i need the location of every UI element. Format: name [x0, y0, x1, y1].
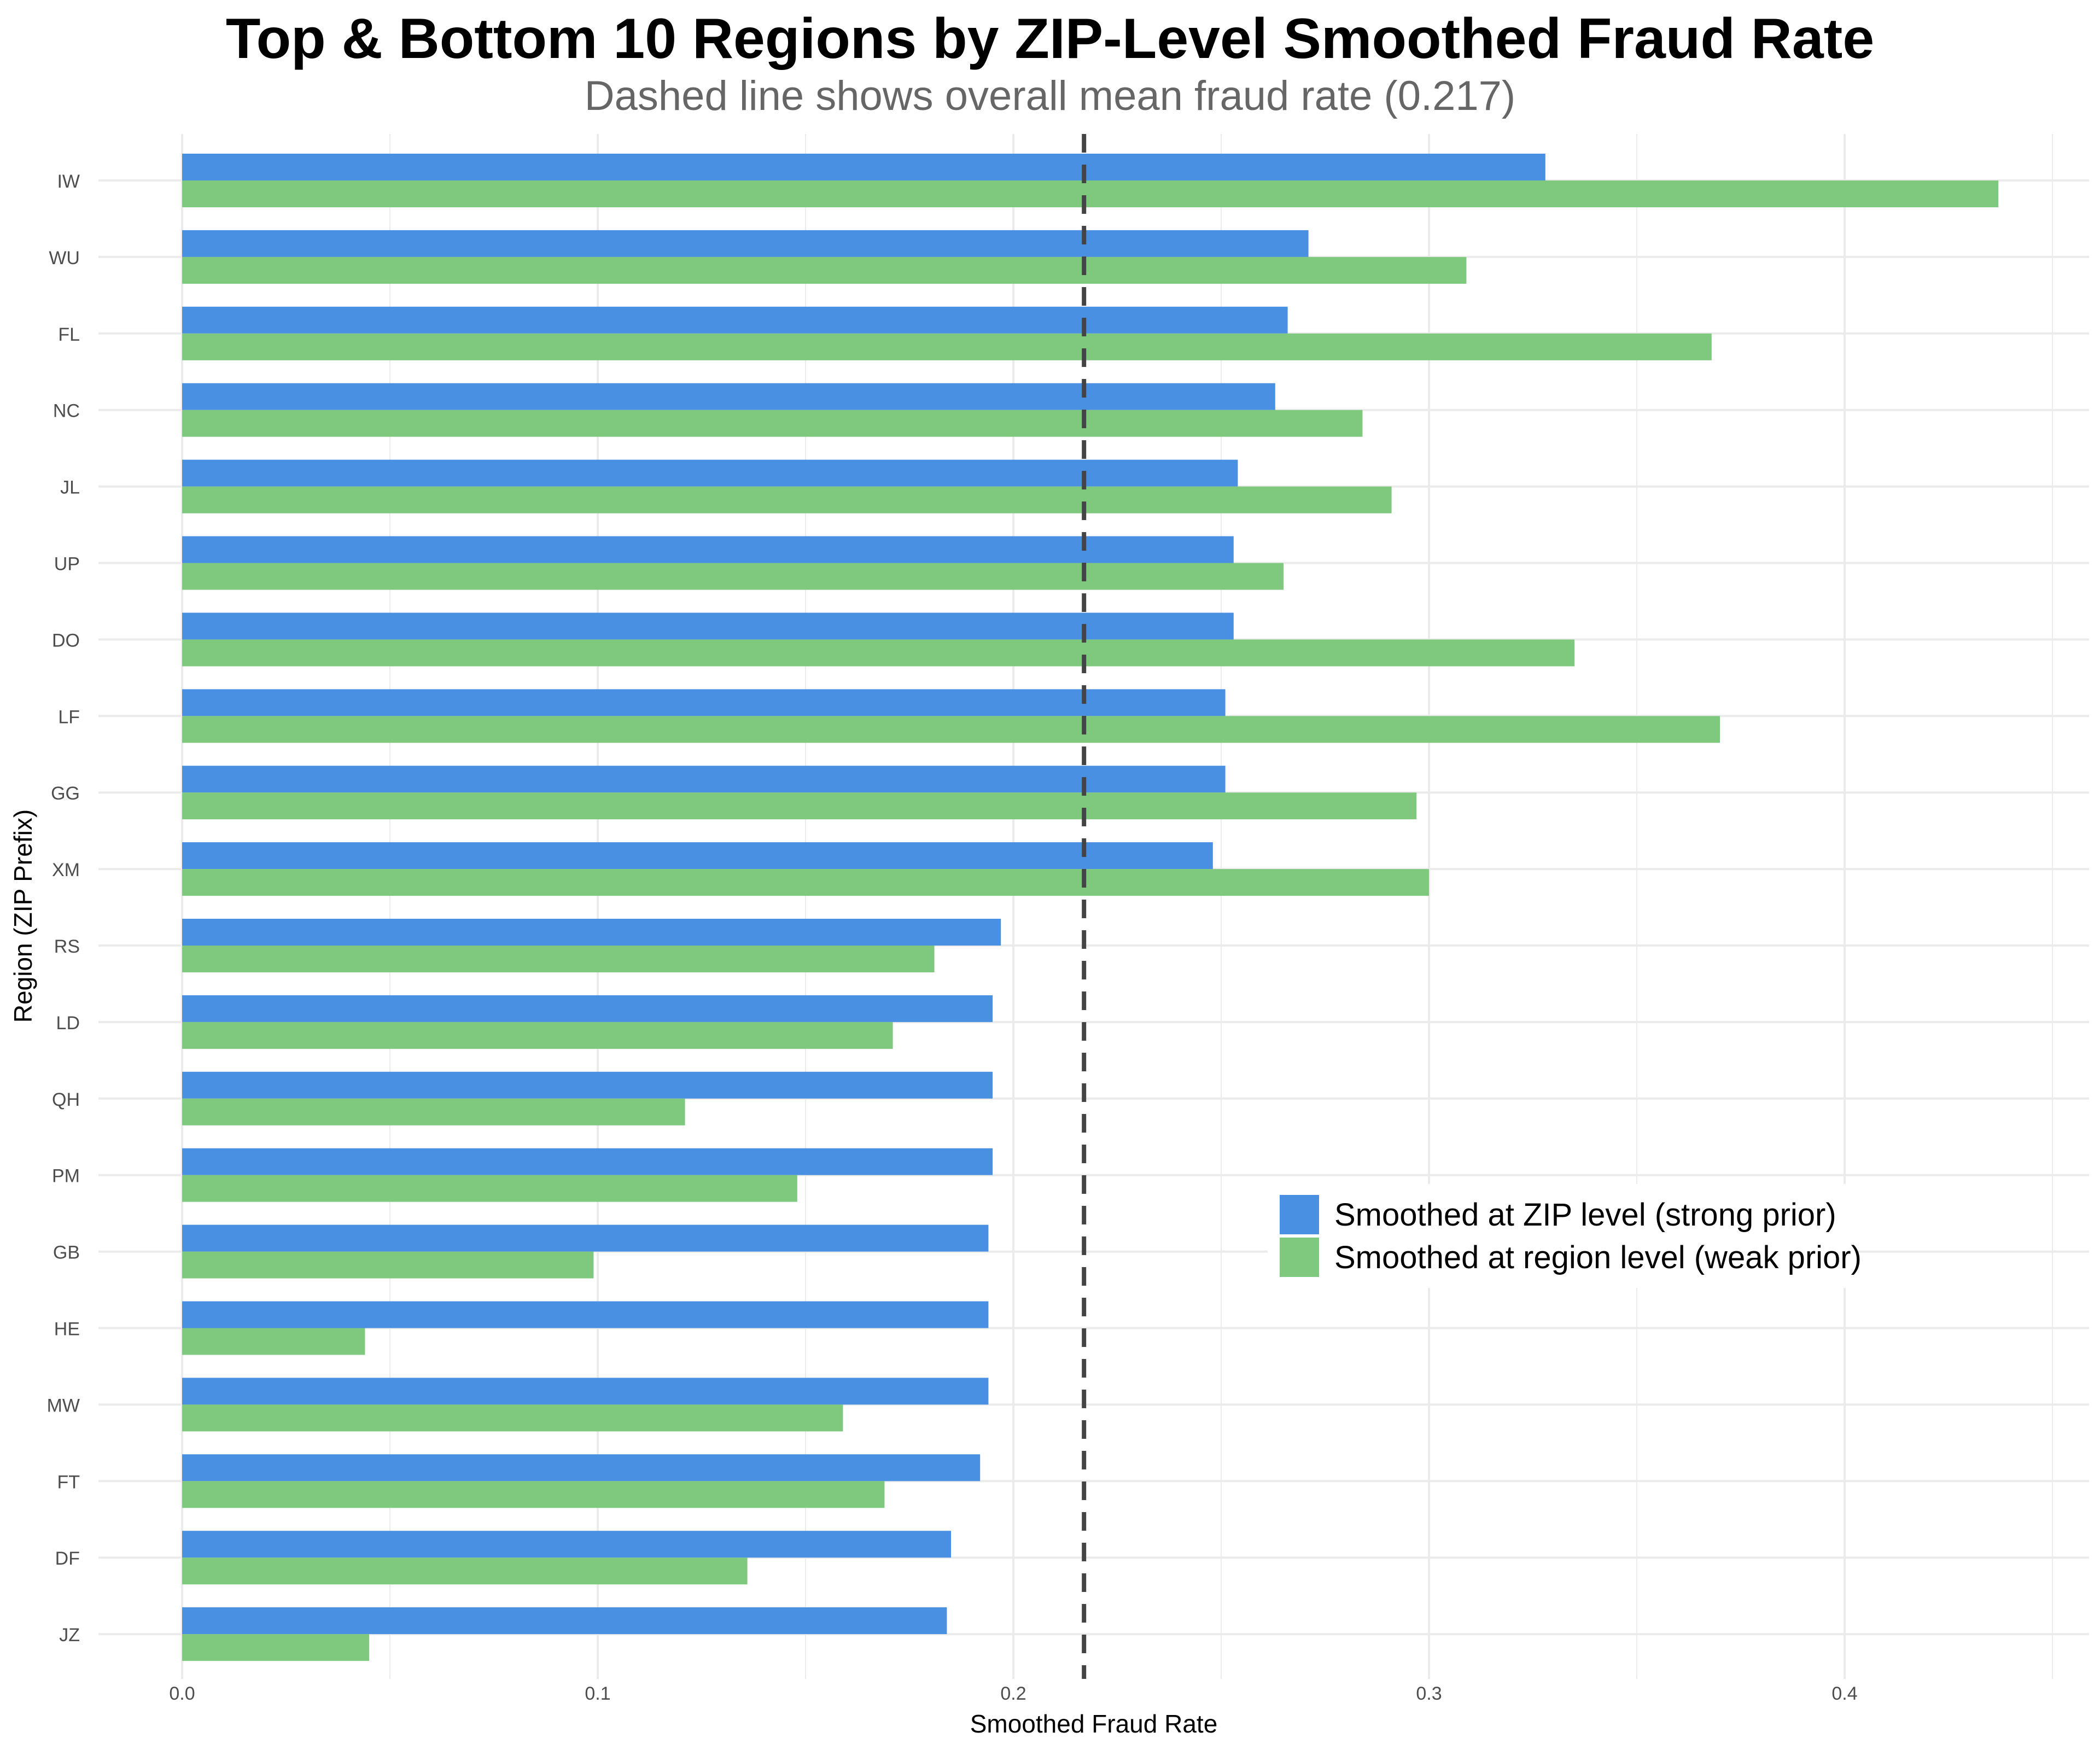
y-tick-label-gb: GB [53, 1242, 80, 1263]
bar-region-gg [182, 792, 1417, 820]
grid-lines [98, 134, 2089, 1679]
legend-label-zip: Smoothed at ZIP level (strong prior) [1334, 1197, 1836, 1233]
bar-region-jl [182, 486, 1392, 514]
bar-region-wu [182, 256, 1467, 284]
bar-zip-gb [182, 1224, 989, 1252]
bar-region-xm [182, 869, 1429, 896]
bar-zip-up [182, 536, 1234, 563]
legend-item-region: Smoothed at region level (weak prior) [1280, 1236, 1862, 1278]
y-tick-label-pm: PM [52, 1166, 80, 1187]
bar-zip-xm [182, 842, 1213, 870]
bar-region-ld [182, 1022, 893, 1049]
bar-region-do [182, 639, 1574, 667]
chart-title: Top & Bottom 10 Regions by ZIP-Level Smo… [225, 7, 1875, 71]
y-tick-label-ft: FT [57, 1472, 80, 1492]
bar-region-df [182, 1558, 748, 1585]
bar-zip-df [182, 1531, 951, 1558]
y-tick-label-xm: XM [52, 860, 80, 880]
y-tick-label-df: DF [55, 1548, 80, 1569]
bar-zip-nc [182, 383, 1275, 410]
legend-item-zip: Smoothed at ZIP level (strong prior) [1280, 1194, 1836, 1235]
bar-zip-mw [182, 1378, 989, 1405]
bar-region-gb [182, 1251, 594, 1279]
bar-region-ft [182, 1481, 885, 1508]
bar-zip-do [182, 612, 1234, 640]
x-tick-label: 0.4 [1831, 1683, 1857, 1704]
y-axis-title: Region (ZIP Prefix) [9, 809, 37, 1023]
y-tick-label-nc: NC [53, 401, 80, 422]
y-tick-label-jz: JZ [59, 1625, 80, 1646]
bar-zip-qh [182, 1071, 993, 1099]
y-tick-label-he: HE [54, 1319, 80, 1340]
x-tick-label: 0.2 [1000, 1683, 1026, 1704]
x-axis-title: Smoothed Fraud Rate [970, 1710, 1218, 1738]
y-tick-label-wu: WU [49, 248, 80, 269]
x-tick-label: 0.0 [169, 1683, 195, 1704]
bar-zip-lf [182, 689, 1226, 716]
legend: Smoothed at ZIP level (strong prior) Smo… [1268, 1184, 1862, 1288]
chart-subtitle: Dashed line shows overall mean fraud rat… [584, 73, 1516, 119]
bar-zip-jz [182, 1607, 947, 1635]
bar-zip-fl [182, 306, 1288, 334]
bar-region-fl [182, 333, 1712, 360]
bar-region-nc [182, 410, 1363, 437]
y-tick-label-jl: JL [60, 477, 80, 498]
legend-swatch-zip [1280, 1195, 1319, 1234]
legend-label-region: Smoothed at region level (weak prior) [1334, 1239, 1862, 1275]
legend-swatch-region [1280, 1238, 1319, 1277]
y-tick-label-iw: IW [57, 171, 80, 192]
bar-region-pm [182, 1175, 797, 1202]
bar-zip-iw [182, 154, 1545, 180]
bars [182, 154, 1999, 1661]
y-tick-label-mw: MW [47, 1395, 80, 1416]
y-tick-label-gg: GG [51, 783, 80, 804]
bar-region-lf [182, 716, 1720, 743]
y-tick-label-lf: LF [58, 707, 80, 727]
bar-zip-wu [182, 230, 1309, 257]
bar-zip-rs [182, 919, 1001, 946]
y-tick-label-rs: RS [54, 936, 80, 957]
bar-region-up [182, 563, 1284, 590]
bar-region-iw [182, 180, 1999, 207]
y-tick-label-do: DO [52, 630, 80, 651]
axis-labels: IW WU FL NC JL UP DO LF GG XM RS LD QH PM GB HE MW FT DF JZ… [47, 171, 1858, 1704]
bar-region-mw [182, 1404, 843, 1432]
bar-region-qh [182, 1098, 685, 1125]
bar-zip-pm [182, 1148, 993, 1175]
bar-region-rs [182, 946, 935, 972]
bar-zip-jl [182, 459, 1238, 487]
y-tick-label-up: UP [54, 554, 80, 575]
y-tick-label-fl: FL [58, 324, 80, 345]
x-tick-label: 0.1 [585, 1683, 610, 1704]
bar-zip-ld [182, 995, 993, 1022]
bar-region-jz [182, 1634, 369, 1661]
bar-zip-ft [182, 1454, 981, 1481]
bar-zip-gg [182, 766, 1226, 793]
x-tick-label: 0.3 [1416, 1683, 1442, 1704]
bar-zip-he [182, 1301, 989, 1328]
y-tick-label-ld: LD [56, 1013, 80, 1034]
y-tick-label-qh: QH [52, 1089, 80, 1110]
bar-region-he [182, 1328, 365, 1355]
